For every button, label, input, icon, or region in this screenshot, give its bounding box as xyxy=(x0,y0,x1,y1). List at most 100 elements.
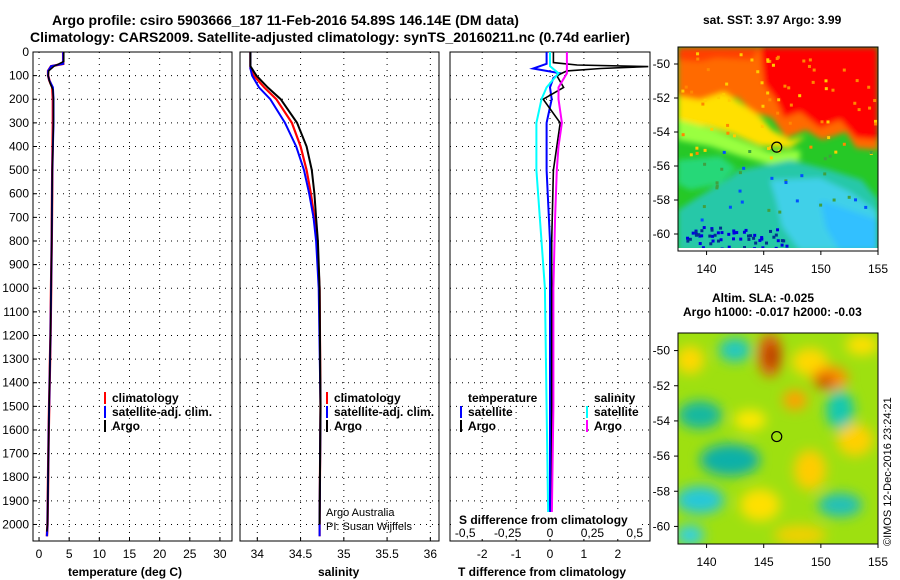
lat-tick-label: -60 xyxy=(653,519,671,533)
pressure-tick-label: 1500 xyxy=(2,399,29,413)
s-difference-tick-label: 0 xyxy=(547,526,554,540)
sst-map-field xyxy=(678,47,878,251)
sst-pixel xyxy=(783,84,787,88)
annotation-pi: PI: Susan Wijffels xyxy=(326,521,412,533)
argo-location-marker xyxy=(771,430,783,443)
sst-pixel xyxy=(769,156,773,160)
sst-pixel xyxy=(697,233,701,237)
lon-tick-label: 155 xyxy=(868,555,888,569)
salinity-series xyxy=(249,52,322,537)
series-sal-argo xyxy=(550,52,568,525)
salinity-tick-label: 35.5 xyxy=(375,547,399,561)
sst-pixel xyxy=(747,237,751,241)
sst-pixel xyxy=(769,145,773,149)
sst-pixel xyxy=(749,234,753,238)
sst-pixel xyxy=(780,239,784,243)
sst-pixel xyxy=(715,186,719,190)
difference-panel: -2 -1 0 1 2 S difference from climatology -0… xyxy=(449,51,651,579)
sst-pixel xyxy=(853,101,857,105)
sst-pixel xyxy=(696,57,700,61)
sst-pixel xyxy=(726,131,730,135)
pressure-tick-label: 100 xyxy=(9,69,29,83)
sst-pixel xyxy=(776,228,780,232)
series-temp-satellite xyxy=(529,52,563,525)
sst-pixel xyxy=(802,59,806,63)
sst-pixel xyxy=(698,242,702,246)
salinity-tick-labels: 34 34.5 35 35.5 36 xyxy=(251,537,437,561)
sst-pixel xyxy=(706,68,710,72)
pressure-tick-label: 700 xyxy=(9,210,29,224)
sst-pixel xyxy=(820,120,824,124)
legend-label-satellite: satellite-adj. clim. xyxy=(112,405,212,419)
sst-pixel xyxy=(766,59,770,63)
pressure-tick-label: 1100 xyxy=(3,305,29,319)
sst-pixel xyxy=(694,233,698,237)
sst-pixel xyxy=(776,239,780,243)
legend-label-temp-argo: Argo xyxy=(468,419,496,433)
sst-pixel xyxy=(753,233,757,237)
sla-map-field xyxy=(678,333,878,544)
sst-pixel xyxy=(703,148,707,152)
sst-pixel xyxy=(785,244,789,248)
argo-location-marker xyxy=(771,141,783,153)
sst-pixel xyxy=(767,147,771,151)
temperature-series xyxy=(45,52,65,537)
salinity-panel: 34 34.5 35 35.5 36 salinity climatology sate… xyxy=(239,51,440,579)
sst-pixel xyxy=(823,157,827,161)
salinity-tick-label: 34 xyxy=(251,547,265,561)
lat-tick-label: -50 xyxy=(653,57,671,71)
sst-pixel xyxy=(754,241,758,245)
sst-pixel xyxy=(747,234,751,238)
sst-pixel xyxy=(701,246,705,250)
salinity-xlabel: salinity xyxy=(318,565,360,579)
sla-map-panel: Altim. SLA: -0.025 Argo h1000: -0.017 h2… xyxy=(653,291,889,569)
lat-tick-label: -50 xyxy=(653,344,671,358)
sst-pixel xyxy=(770,176,774,180)
sst-pixel xyxy=(788,121,792,125)
sst-pixel xyxy=(784,181,788,185)
sst-pixel xyxy=(760,236,764,240)
sst-pixel xyxy=(717,96,721,100)
sst-pixel xyxy=(811,80,815,84)
lon-tick-label: 145 xyxy=(754,262,774,276)
sst-pixel xyxy=(700,218,704,222)
temperature-tick-label: 30 xyxy=(213,547,227,561)
sst-pixel xyxy=(735,231,739,235)
s-difference-tick-label: 0,5 xyxy=(626,526,643,540)
pressure-tick-label: 200 xyxy=(9,92,29,106)
sst-pixel xyxy=(744,228,748,232)
sst-pixel xyxy=(686,236,690,240)
sst-pixel xyxy=(874,119,878,123)
sst-pixel xyxy=(748,150,752,154)
sst-pixel xyxy=(789,103,793,107)
sst-pixel xyxy=(691,231,695,235)
pressure-tick-label: 500 xyxy=(9,163,29,177)
sst-pixel xyxy=(834,150,838,154)
sst-pixel xyxy=(761,104,765,108)
legend-title-temperature: temperature xyxy=(468,391,538,405)
series-argo xyxy=(46,52,65,532)
sst-pixel xyxy=(854,198,858,202)
sst-pixel xyxy=(689,153,693,157)
temperature-panel: 0100200300400500600700800900100011001200… xyxy=(2,45,233,579)
lat-tick-label: -56 xyxy=(653,449,671,463)
lat-tick-label: -52 xyxy=(653,91,671,105)
sst-pixel xyxy=(727,232,731,236)
sst-pixel xyxy=(709,242,713,246)
lat-tick-label: -58 xyxy=(653,193,671,207)
sla-map-frame xyxy=(677,332,879,545)
sst-pixel xyxy=(868,106,872,110)
sst-pixel xyxy=(769,229,773,233)
sst-pixel xyxy=(760,237,764,241)
sst-pixel xyxy=(756,70,760,74)
sst-pixel xyxy=(703,98,707,102)
sst-pixel xyxy=(824,87,828,91)
legend-label-temp-satellite: satellite xyxy=(468,405,513,419)
lon-tick-label: 150 xyxy=(811,262,831,276)
lon-tick-label: 155 xyxy=(868,262,888,276)
series-argo xyxy=(249,52,322,525)
sst-pixel xyxy=(732,229,736,233)
sst-pixel xyxy=(809,145,813,149)
sst-pixel xyxy=(795,199,799,203)
